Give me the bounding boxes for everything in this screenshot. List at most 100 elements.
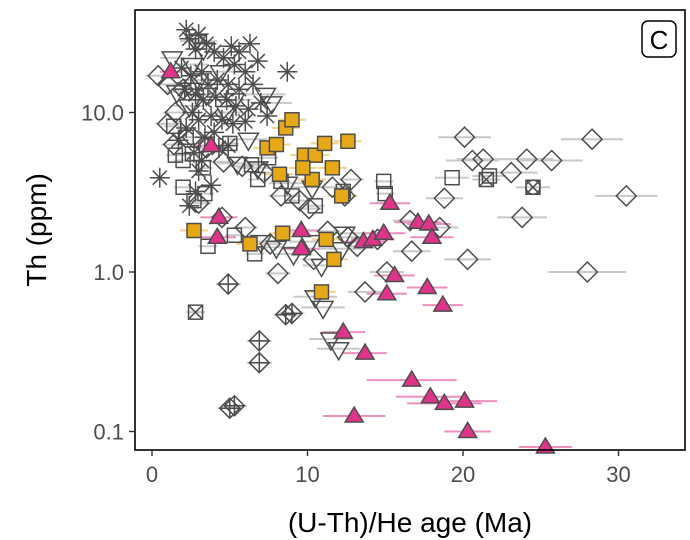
data-point-diamond — [252, 161, 276, 184]
data-point-square — [444, 169, 460, 186]
data-point-square — [375, 173, 392, 190]
data-point-triangle-up — [421, 226, 443, 245]
data-point-triangle-up — [208, 206, 230, 225]
data-point-asterisk — [224, 54, 245, 75]
data-point-asterisk — [204, 41, 225, 62]
data-point-asterisk — [247, 51, 268, 72]
data-point-square-x — [478, 171, 495, 188]
data-point-triangle-up — [206, 226, 228, 245]
data-point-diamond-plus — [248, 351, 271, 374]
data-point-asterisk — [185, 181, 206, 202]
data-point-square — [307, 147, 324, 163]
panel-label: C — [650, 25, 669, 55]
data-point-triangle-up — [200, 135, 222, 153]
data-point-asterisk — [235, 111, 256, 132]
data-point-diamond — [400, 240, 423, 263]
panel-label-box — [641, 20, 677, 58]
data-point-triangle-up — [373, 222, 395, 240]
data-point-diamond — [456, 248, 479, 271]
data-point-square — [186, 222, 202, 239]
data-point-triangle-down — [265, 240, 288, 260]
data-point-asterisk — [188, 24, 209, 45]
data-point-triangle-up — [420, 386, 441, 404]
error-bars — [145, 40, 658, 448]
data-point-asterisk — [201, 175, 222, 196]
data-point-square — [304, 171, 320, 188]
data-point-diamond — [288, 189, 311, 212]
data-point-asterisk — [204, 122, 225, 143]
data-point-triangle-up — [379, 192, 401, 210]
x-axis-title: (U-Th)/He age (Ma) — [288, 507, 532, 538]
data-point-diamond-plus — [248, 329, 271, 352]
data-point-asterisk — [243, 74, 264, 95]
data-point-diamond-plus — [223, 394, 246, 417]
x-axis: 0 10 20 30 — [146, 450, 631, 487]
data-point-asterisk — [257, 106, 278, 127]
data-point-triangle-up — [416, 276, 438, 295]
data-point-triangle-up — [418, 213, 440, 231]
data-point-triangle-up — [401, 369, 423, 387]
data-point-square — [271, 166, 288, 183]
data-point-diamond — [581, 128, 604, 151]
data-point-asterisk — [213, 47, 234, 68]
y-tick-label: 10.0 — [81, 101, 124, 126]
data-point-triangle-down — [246, 161, 270, 181]
data-point-square — [340, 133, 356, 150]
data-point-triangle-down — [310, 258, 333, 278]
data-point-square — [268, 136, 285, 153]
data-point-diamond — [353, 280, 377, 303]
data-point-diamond — [515, 148, 538, 171]
data-point-diamond — [540, 149, 563, 172]
data-point-triangle-up — [384, 265, 405, 283]
data-point-triangle-down — [260, 96, 284, 116]
data-point-triangle-down — [160, 51, 184, 71]
data-point-diamond — [297, 197, 321, 220]
data-point-asterisk — [221, 36, 242, 57]
data-point-diamond — [266, 262, 290, 285]
data-point-square — [242, 236, 258, 252]
data-point-triangle-down — [223, 93, 246, 113]
data-point-asterisk — [188, 160, 209, 181]
data-point-asterisk — [179, 195, 200, 216]
data-point-triangle-up — [434, 392, 455, 411]
x-tick-label: 10 — [295, 462, 319, 487]
data-point-square — [226, 227, 243, 243]
data-point-triangle-down — [195, 87, 218, 107]
data-point-square — [166, 118, 182, 134]
data-point-triangle-down — [275, 176, 299, 196]
data-point-diamond — [339, 168, 363, 191]
data-point-asterisk — [239, 33, 260, 54]
data-point-diamond-plus — [217, 273, 240, 296]
data-point-square — [326, 251, 342, 268]
data-point-square — [249, 171, 266, 188]
data-point-triangle-down — [237, 132, 260, 152]
y-axis-title: Th (ppm) — [21, 173, 52, 287]
data-point-triangle-down — [319, 332, 343, 352]
data-point-triangle-up — [290, 220, 312, 238]
data-point-diamond — [576, 260, 599, 284]
data-point-asterisk — [229, 41, 250, 62]
data-point-triangle-down — [311, 300, 335, 320]
data-point-asterisk — [197, 74, 218, 95]
x-tick-label: 20 — [451, 462, 475, 487]
data-point-triangle-down — [192, 42, 215, 62]
data-point-square — [195, 160, 212, 176]
data-point-square — [175, 179, 191, 195]
data-point-asterisk — [149, 167, 170, 188]
data-point-diamond — [162, 133, 185, 156]
data-point-diamond — [461, 149, 484, 172]
data-point-triangle-up — [332, 321, 354, 339]
data-point-triangle-down — [327, 342, 350, 362]
data-point-triangle-up — [454, 390, 475, 408]
data-point-asterisk — [185, 39, 206, 60]
data-point-triangle-up — [432, 294, 454, 312]
data-point-asterisk — [235, 61, 256, 82]
data-point-square — [324, 160, 341, 176]
data-point-diamond — [156, 73, 179, 96]
data-point-square — [316, 135, 333, 152]
data-point-diamond-plus — [280, 302, 304, 325]
data-point-triangle-down — [209, 65, 232, 85]
data-point-square — [178, 129, 194, 145]
data-point-square — [318, 231, 334, 248]
